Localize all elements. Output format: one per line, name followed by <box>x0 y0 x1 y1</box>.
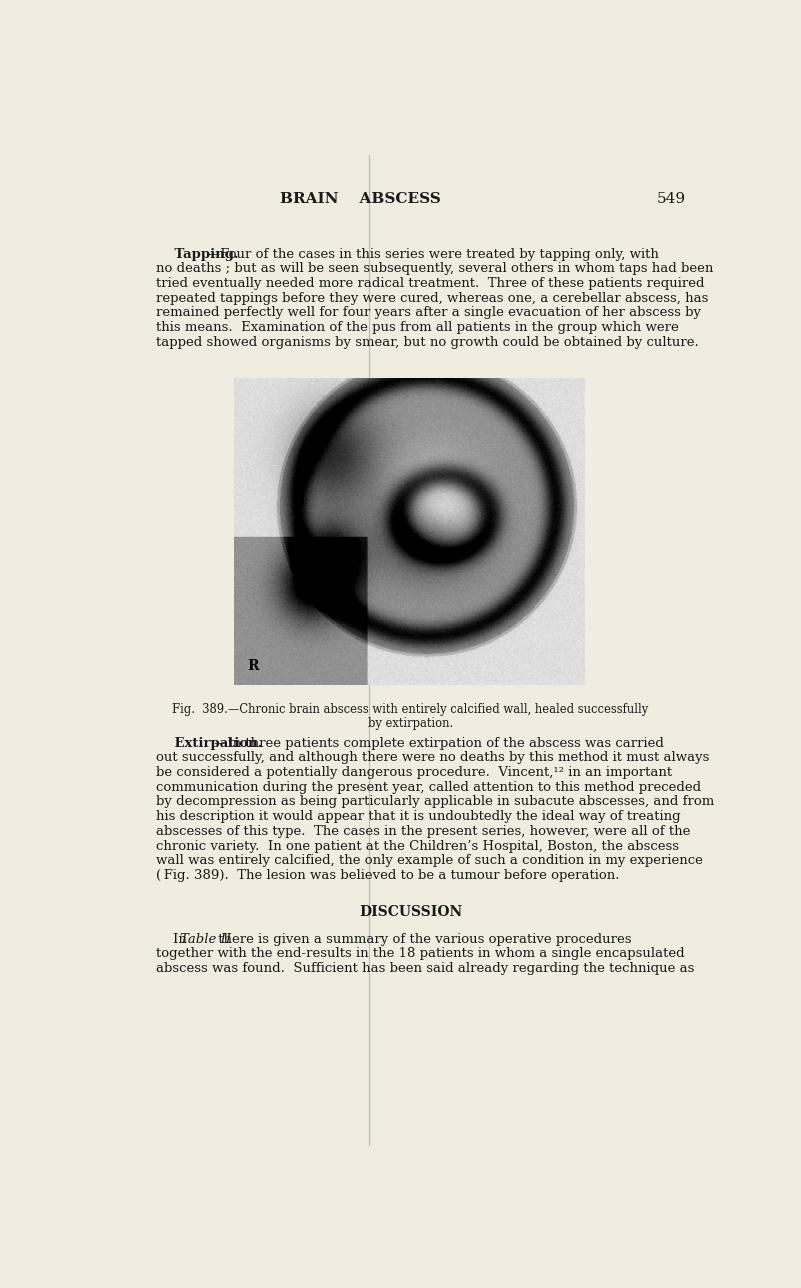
Text: communication during the present year, called attention to this method preceded: communication during the present year, c… <box>156 781 701 793</box>
Text: —Four of the cases in this series were treated by tapping only, with: —Four of the cases in this series were t… <box>207 247 658 260</box>
Text: be considered a potentially dangerous procedure.  Vincent,¹² in an important: be considered a potentially dangerous pr… <box>156 766 672 779</box>
Text: 549: 549 <box>657 192 686 206</box>
Text: abscess was found.  Sufficient has been said already regarding the technique as: abscess was found. Sufficient has been s… <box>156 962 694 975</box>
Text: together with the end-results in the 18 patients in whom a single encapsulated: together with the end-results in the 18 … <box>156 947 685 960</box>
Text: tapped showed organisms by smear, but no growth could be obtained by culture.: tapped showed organisms by smear, but no… <box>156 336 698 349</box>
Text: —In three patients complete extirpation of the abscess was carried: —In three patients complete extirpation … <box>214 737 663 750</box>
Text: chronic variety.  In one patient at the Children’s Hospital, Boston, the abscess: chronic variety. In one patient at the C… <box>156 840 679 853</box>
Text: Table II: Table II <box>179 933 231 945</box>
Text: abscesses of this type.  The cases in the present series, however, were all of t: abscesses of this type. The cases in the… <box>156 824 690 837</box>
Text: tried eventually needed more radical treatment.  Three of these patients require: tried eventually needed more radical tre… <box>156 277 705 290</box>
Text: Fig.  389.—Chronic brain abscess with entirely calcified wall, healed successful: Fig. 389.—Chronic brain abscess with ent… <box>172 703 649 716</box>
Text: there is given a summary of the various operative procedures: there is given a summary of the various … <box>214 933 631 945</box>
Text: Tapping.: Tapping. <box>156 247 239 260</box>
Text: In: In <box>156 933 191 945</box>
Text: repeated tappings before they were cured, whereas one, a cerebellar abscess, has: repeated tappings before they were cured… <box>156 292 708 305</box>
Text: out successfully, and although there were no deaths by this method it must alway: out successfully, and although there wer… <box>156 751 710 765</box>
Text: no deaths ; but as will be seen subsequently, several others in whom taps had be: no deaths ; but as will be seen subseque… <box>156 263 714 276</box>
Text: BRAIN    ABSCESS: BRAIN ABSCESS <box>280 192 441 206</box>
Text: ( Fig. 389).  The lesion was believed to be a tumour before operation.: ( Fig. 389). The lesion was believed to … <box>156 869 619 882</box>
Text: by extirpation.: by extirpation. <box>368 716 453 729</box>
Text: this means.  Examination of the pus from all patients in the group which were: this means. Examination of the pus from … <box>156 321 678 334</box>
Text: by decompression as being particularly applicable in subacute abscesses, and fro: by decompression as being particularly a… <box>156 796 714 809</box>
Text: his description it would appear that it is undoubtedly the ideal way of treating: his description it would appear that it … <box>156 810 681 823</box>
Text: remained perfectly well for four years after a single evacuation of her abscess : remained perfectly well for four years a… <box>156 307 701 319</box>
Text: DISCUSSION: DISCUSSION <box>359 905 462 920</box>
Text: Extirpation.: Extirpation. <box>156 737 263 750</box>
Text: wall was entirely calcified, the only example of such a condition in my experien: wall was entirely calcified, the only ex… <box>156 854 702 867</box>
